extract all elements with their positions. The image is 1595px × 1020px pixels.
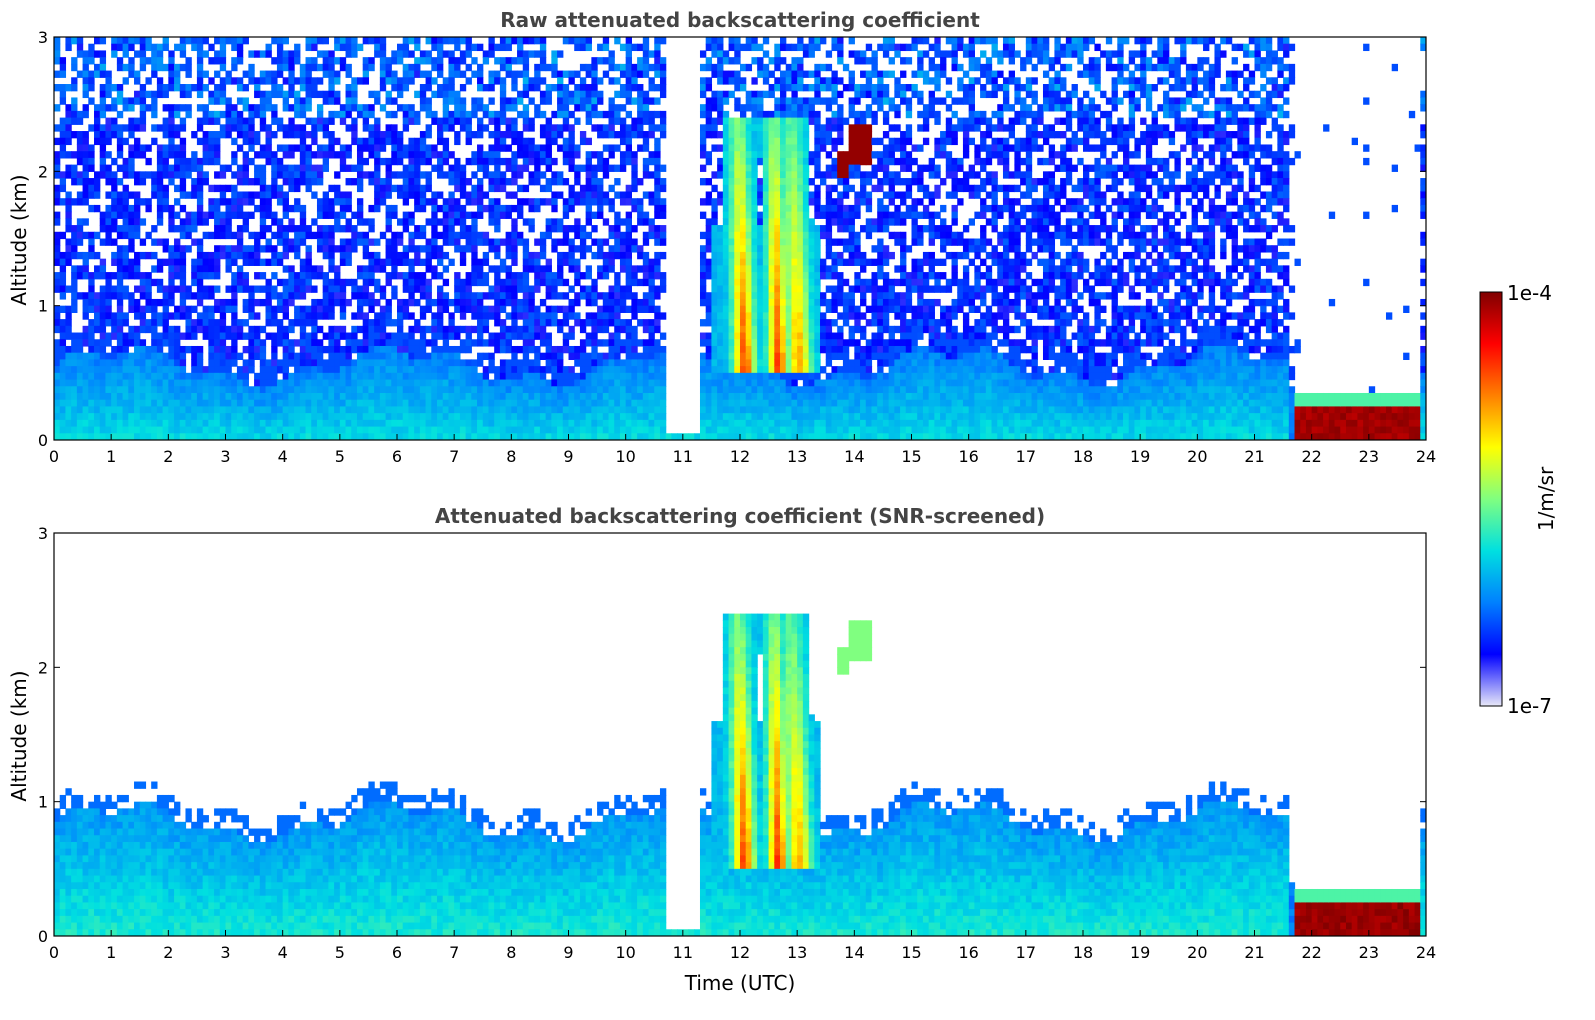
- x-tick-label: 2: [163, 447, 173, 466]
- x-tick-label: 23: [1359, 447, 1379, 466]
- colorbar-label: 1/m/sr: [1534, 466, 1558, 531]
- x-tick-label: 5: [335, 943, 345, 962]
- y-axis-label-1: Altitude (km): [7, 174, 31, 305]
- x-tick-label: 19: [1130, 943, 1150, 962]
- x-tick-label: 13: [787, 447, 807, 466]
- x-ticks-1: 0 1 2 3 4 5 6 7 8 9 10 11 12 13 14 15 16 17 18 19 20 21 22 23 24: [49, 434, 1436, 466]
- y-ticks-2: 0 1 2 3: [38, 524, 1426, 946]
- y-tick-label: 1: [38, 793, 48, 812]
- x-tick-label: 24: [1416, 943, 1436, 962]
- x-tick-label: 4: [278, 447, 288, 466]
- panel-1-title: Raw attenuated backscattering coefficien…: [500, 8, 980, 32]
- x-ticks-2: 0 1 2 3 4 5 6 7 8 9 10 11 12 13 14 15 16 17 18 19 20 21 22 23 24: [49, 930, 1436, 962]
- x-tick-label: 11: [673, 943, 693, 962]
- colorbar-gradient: [1479, 291, 1503, 707]
- x-tick-label: 15: [901, 447, 921, 466]
- x-tick-label: 18: [1073, 943, 1093, 962]
- x-axis-label: Time (UTC): [684, 971, 796, 995]
- x-tick-label: 20: [1187, 447, 1207, 466]
- x-tick-label: 7: [449, 943, 459, 962]
- x-tick-label: 0: [49, 943, 59, 962]
- y-tick-label: 3: [38, 524, 48, 543]
- y-tick-label: 2: [38, 658, 48, 677]
- x-tick-label: 22: [1301, 943, 1321, 962]
- x-tick-label: 21: [1244, 943, 1264, 962]
- panel-screened: Attenuated backscattering coefficient (S…: [7, 504, 1436, 995]
- y-axis-label-2: Altitude (km): [7, 670, 31, 801]
- panel-2-title: Attenuated backscattering coefficient (S…: [435, 504, 1045, 528]
- colorbar: 1e-4 1e-7 1/m/sr: [1479, 281, 1558, 718]
- heatmap-screened: [54, 613, 1426, 936]
- x-tick-label: 17: [1016, 447, 1036, 466]
- x-tick-label: 16: [958, 943, 978, 962]
- x-tick-label: 9: [563, 447, 573, 466]
- x-tick-label: 18: [1073, 447, 1093, 466]
- x-tick-label: 10: [615, 943, 635, 962]
- x-tick-label: 12: [730, 943, 750, 962]
- x-tick-label: 17: [1016, 943, 1036, 962]
- x-tick-label: 3: [220, 447, 230, 466]
- x-tick-label: 15: [901, 943, 921, 962]
- x-tick-label: 13: [787, 943, 807, 962]
- y-tick-label: 1: [38, 297, 48, 316]
- x-tick-label: 19: [1130, 447, 1150, 466]
- y-tick-label: 2: [38, 162, 48, 181]
- x-tick-label: 14: [844, 943, 864, 962]
- x-tick-label: 22: [1301, 447, 1321, 466]
- x-tick-label: 24: [1416, 447, 1436, 466]
- x-tick-label: 11: [673, 447, 693, 466]
- y-tick-label: 3: [38, 28, 48, 47]
- x-tick-label: 9: [563, 943, 573, 962]
- x-tick-label: 1: [106, 447, 116, 466]
- x-tick-label: 6: [392, 447, 402, 466]
- x-tick-label: 5: [335, 447, 345, 466]
- x-tick-label: 7: [449, 447, 459, 466]
- x-tick-label: 8: [506, 943, 516, 962]
- heatmap-raw: [54, 37, 1426, 440]
- x-tick-label: 10: [615, 447, 635, 466]
- x-tick-label: 1: [106, 943, 116, 962]
- x-tick-label: 16: [958, 447, 978, 466]
- x-tick-label: 12: [730, 447, 750, 466]
- x-tick-label: 6: [392, 943, 402, 962]
- colorbar-min-label: 1e-7: [1507, 694, 1552, 718]
- x-tick-label: 23: [1359, 943, 1379, 962]
- x-tick-label: 2: [163, 943, 173, 962]
- y-ticks-1: 0 1 2 3: [38, 28, 1426, 450]
- x-tick-label: 4: [278, 943, 288, 962]
- x-tick-label: 14: [844, 447, 864, 466]
- x-tick-label: 21: [1244, 447, 1264, 466]
- y-tick-label: 0: [38, 431, 48, 450]
- x-tick-label: 20: [1187, 943, 1207, 962]
- x-tick-label: 8: [506, 447, 516, 466]
- y-tick-label: 0: [38, 927, 48, 946]
- panel-raw: Raw attenuated backscattering coefficien…: [7, 8, 1436, 466]
- x-tick-label: 3: [220, 943, 230, 962]
- colorbar-max-label: 1e-4: [1507, 281, 1552, 305]
- x-tick-label: 0: [49, 447, 59, 466]
